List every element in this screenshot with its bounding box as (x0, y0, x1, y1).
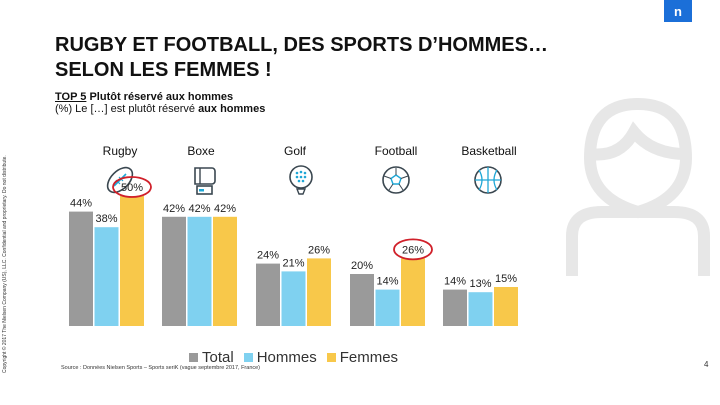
highlight-circle-football (393, 238, 433, 261)
data-label-boxe-total: 42% (163, 203, 185, 215)
legend-swatch-hommes (243, 352, 253, 362)
data-label-football-hommes: 14% (376, 276, 398, 288)
legend-item-hommes: Hommes (243, 348, 317, 366)
title-line-2: SELON LES FEMMES ! (55, 59, 272, 81)
bar-rugby-femmes (120, 196, 144, 326)
data-label-golf-hommes: 21% (282, 257, 304, 269)
bar-football-hommes (375, 289, 400, 326)
category-label-basketball: Basketball (461, 144, 517, 158)
category-label-golf: Golf (283, 144, 306, 158)
legend-item-femmes: Femmes (326, 348, 399, 366)
legend-swatch-femmes (326, 352, 336, 362)
slide-title: RUGBY ET FOOTBALL, DES SPORTS D’HOMMES… … (55, 33, 615, 83)
bar-football-total (350, 274, 374, 326)
data-label-rugby-hommes: 38% (95, 213, 117, 225)
bar-golf-femmes (307, 258, 331, 326)
subtitle-line2: (%) Le […] est plutôt réservé (55, 103, 199, 115)
bar-boxe-hommes (187, 216, 212, 326)
data-label-basketball-femmes: 15% (495, 273, 517, 285)
legend-label-total: Total (202, 348, 234, 366)
data-label-football-total: 20% (351, 260, 373, 272)
data-label-basketball-hommes: 13% (469, 278, 491, 290)
golf-ball-icon (289, 165, 313, 195)
subtitle-line2-bold: aux hommes (198, 103, 266, 115)
category-label-rugby: Rugby (102, 144, 138, 158)
basketball-icon (474, 166, 502, 194)
bar-boxe-femmes (213, 216, 237, 326)
data-label-golf-total: 24% (257, 250, 279, 262)
title-line-1: RUGBY ET FOOTBALL, DES SPORTS D’HOMMES… (55, 34, 548, 56)
nielsen-logo: n (664, 0, 692, 22)
bar-boxe-total (162, 216, 186, 326)
chart-legend: Total Hommes Femmes (189, 348, 408, 366)
data-label-basketball-total: 14% (444, 276, 466, 288)
person-silhouette-icon (566, 97, 710, 276)
legend-label-femmes: Femmes (339, 348, 399, 366)
bar-golf-total (256, 263, 280, 326)
subtitle-top: TOP 5 (55, 91, 87, 103)
data-label-football-femmes: 26% (402, 244, 424, 256)
source-note: Source : Données Nielsen Sports – Sports… (61, 365, 261, 371)
soccer-ball-icon (382, 166, 410, 194)
category-label-boxe: Boxe (187, 144, 215, 158)
highlight-circle-rugby (112, 176, 152, 198)
bar-basketball-total (443, 289, 467, 326)
bar-rugby-hommes (94, 227, 119, 326)
data-label-golf-femmes: 26% (308, 244, 330, 256)
data-label-boxe-hommes: 42% (188, 203, 210, 215)
bar-rugby-total (69, 211, 93, 326)
bar-golf-hommes (281, 271, 306, 326)
subtitle-bold: Plutôt réservé aux hommes (89, 91, 234, 103)
bar-football-femmes (401, 258, 425, 326)
bar-basketball-hommes (468, 292, 493, 326)
legend-item-total: Total (189, 349, 234, 366)
data-label-rugby-femmes: 50% (121, 182, 143, 194)
chart-subtitle: TOP 5 Plutôt réservé aux hommes (%) Le [… (55, 91, 265, 115)
legend-swatch-total (189, 352, 198, 362)
data-label-boxe-femmes: 42% (214, 203, 236, 215)
legend-label-hommes: Hommes (256, 348, 317, 366)
boxing-glove-icon (194, 167, 216, 195)
bar-basketball-femmes (494, 287, 518, 326)
page-number: 4 (704, 360, 709, 369)
category-label-football: Football (374, 144, 418, 158)
data-label-rugby-total: 44% (70, 198, 92, 210)
